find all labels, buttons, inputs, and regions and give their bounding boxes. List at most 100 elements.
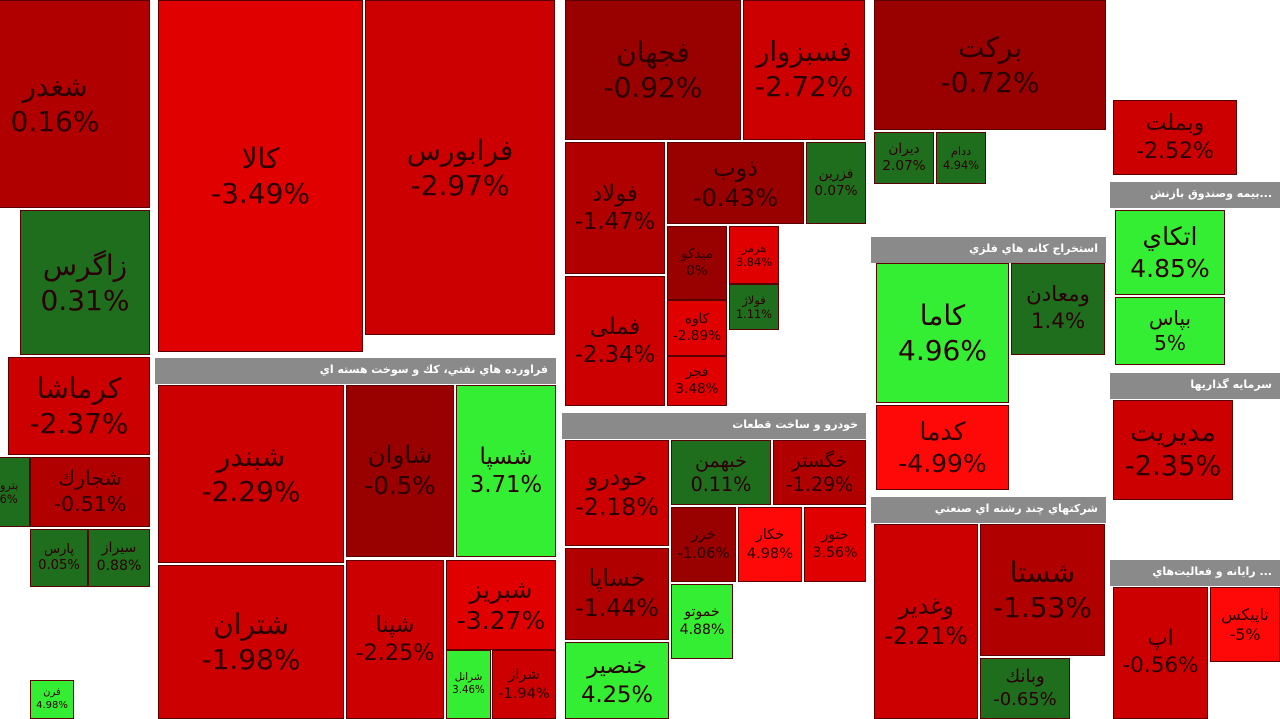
- symbol: اپ: [1147, 626, 1174, 652]
- stock-tile[interactable]: فرن 4.98%: [30, 680, 74, 719]
- symbol: كاوه: [684, 310, 710, 327]
- stock-tile[interactable]: خزر -1.06%: [671, 507, 736, 582]
- stock-tile[interactable]: شاوان -0.5%: [346, 385, 454, 557]
- change: -0.92%: [603, 71, 703, 104]
- symbol: شتران: [213, 608, 289, 641]
- symbol: فرابورس: [406, 133, 514, 167]
- symbol: خكار: [755, 527, 785, 544]
- stock-tile[interactable]: شرانل 3.46%: [446, 650, 491, 719]
- stock-tile[interactable]: وغدير -2.21%: [874, 524, 978, 719]
- stock-tile[interactable]: كدما -4.99%: [876, 405, 1009, 490]
- stock-tile[interactable]: كاوه -2.89%: [667, 300, 727, 356]
- symbol: سيراز: [101, 540, 137, 557]
- symbol: شبندر: [216, 440, 286, 473]
- symbol: شپنا: [375, 611, 415, 638]
- stock-tile[interactable]: وبملت -2.52%: [1113, 100, 1237, 175]
- stock-tile[interactable]: خگستر -1.29%: [773, 440, 866, 505]
- stock-tile[interactable]: بترول46%: [0, 457, 30, 527]
- symbol: خگستر: [791, 448, 848, 472]
- stock-tile[interactable]: شسپا 3.71%: [456, 385, 556, 557]
- stock-tile[interactable]: ميدكو 0%: [667, 226, 727, 300]
- stock-tile[interactable]: ومعادن 1.4%: [1011, 263, 1105, 355]
- change: -1.47%: [574, 209, 656, 235]
- change: 0.05%: [38, 558, 80, 573]
- stock-tile[interactable]: سيراز 0.88%: [88, 529, 150, 587]
- stock-tile[interactable]: وبانك -0.65%: [980, 658, 1070, 719]
- stock-tile[interactable]: كاما 4.96%: [876, 263, 1009, 403]
- stock-tile[interactable]: خودرو -2.18%: [565, 440, 669, 546]
- stock-tile[interactable]: خموتو 4.88%: [671, 584, 733, 659]
- symbol: بركت: [957, 31, 1023, 64]
- symbol: كدما: [919, 417, 966, 447]
- stock-tile[interactable]: بركت -0.72%: [874, 0, 1106, 130]
- stock-tile[interactable]: اپ -0.56%: [1113, 587, 1208, 719]
- stock-tile[interactable]: شبريز -3.27%: [446, 560, 556, 650]
- symbol: فزرين: [818, 165, 854, 182]
- stock-tile[interactable]: فولاژ 1.11%: [729, 284, 779, 330]
- symbol: هرمز: [741, 240, 767, 255]
- symbol: ددام: [950, 143, 972, 158]
- stock-tile[interactable]: شستا -1.53%: [980, 524, 1105, 656]
- stock-tile[interactable]: كرماشا -2.37%: [8, 357, 150, 455]
- change: -0.65%: [993, 688, 1057, 710]
- change: -3.49%: [210, 177, 311, 210]
- stock-tile[interactable]: شتران -1.98%: [158, 565, 344, 719]
- stock-tile[interactable]: اتكاي 4.85%: [1115, 210, 1225, 295]
- symbol: شستا: [1009, 556, 1076, 589]
- symbol: تاپيكس: [1221, 604, 1269, 624]
- stock-tile[interactable]: فجهان -0.92%: [565, 0, 741, 140]
- change: 3.56%: [812, 544, 858, 561]
- symbol: كاما: [919, 299, 966, 332]
- symbol: كرماشا: [36, 372, 122, 405]
- symbol: شراز: [508, 667, 540, 684]
- stock-tile[interactable]: شراز -1.94%: [492, 650, 556, 719]
- stock-tile[interactable]: بپاس 5%: [1115, 297, 1225, 365]
- sector-header: ...بيمه وصندوق بازنش: [1110, 182, 1280, 208]
- symbol: شغدر: [22, 70, 88, 103]
- change: 0.11%: [690, 472, 752, 496]
- stock-tile[interactable]: شبندر -2.29%: [158, 385, 344, 563]
- stock-tile[interactable]: هرمز 3.84%: [729, 226, 779, 284]
- change: 1.4%: [1030, 309, 1086, 334]
- symbol: شاوان: [367, 440, 433, 470]
- symbol: مديريت: [1130, 416, 1216, 448]
- stock-tile[interactable]: خنصير 4.25%: [565, 642, 669, 719]
- stock-tile[interactable]: خبهمن 0.11%: [671, 440, 771, 505]
- change: 0.07%: [814, 183, 858, 199]
- symbol: ميدكو: [680, 245, 714, 262]
- stock-tile[interactable]: فملی -2.34%: [565, 276, 665, 406]
- change: 3.48%: [675, 381, 719, 397]
- change: 3.71%: [469, 472, 543, 498]
- stock-tile[interactable]: شغدر 0.16%: [0, 0, 150, 208]
- stock-tile[interactable]: خكار 4.98%: [738, 507, 802, 582]
- change: 4.98%: [36, 699, 68, 711]
- stock-tile[interactable]: فزرين 0.07%: [806, 142, 866, 224]
- change: -2.97%: [410, 168, 510, 202]
- stock-tile[interactable]: ددام 4.94%: [936, 132, 986, 184]
- stock-tile[interactable]: تاپيكس -5%: [1210, 587, 1280, 662]
- stock-tile[interactable]: فسبزوار -2.72%: [743, 0, 865, 140]
- stock-tile[interactable]: فرابورس -2.97%: [365, 0, 555, 335]
- stock-tile[interactable]: كالا -3.49%: [158, 0, 363, 352]
- change: -2.18%: [575, 493, 659, 521]
- stock-tile[interactable]: فولاد -1.47%: [565, 142, 665, 274]
- symbol: شرانل: [454, 671, 483, 683]
- symbol: بترول: [0, 477, 19, 492]
- change: -2.25%: [355, 639, 435, 666]
- stock-tile[interactable]: ختور 3.56%: [804, 507, 866, 582]
- stock-tile[interactable]: شجارك -0.51%: [30, 457, 150, 527]
- symbol: وبملت: [1145, 110, 1205, 136]
- stock-tile[interactable]: فجر 3.48%: [667, 356, 727, 406]
- change: -1.98%: [201, 643, 301, 676]
- stock-tile[interactable]: زاگرس 0.31%: [20, 210, 150, 355]
- stock-tile[interactable]: خساپا -1.44%: [565, 548, 669, 640]
- symbol: وغدير: [898, 591, 954, 620]
- stock-tile[interactable]: شپنا -2.25%: [346, 560, 444, 719]
- stock-tile[interactable]: پارس 0.05%: [30, 529, 88, 587]
- change: 5%: [1154, 331, 1186, 355]
- change: -2.35%: [1124, 451, 1222, 482]
- stock-tile[interactable]: ديران 2.07%: [874, 132, 934, 184]
- sector-header: استخراج كانه هاي فلزي: [871, 237, 1106, 263]
- stock-tile[interactable]: مديريت -2.35%: [1113, 400, 1233, 500]
- stock-tile[interactable]: ذوب -0.43%: [667, 142, 804, 224]
